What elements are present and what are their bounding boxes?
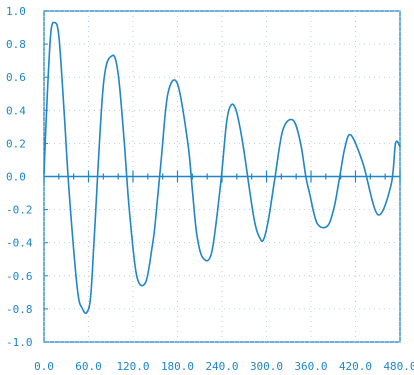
- y-tick-labels: 1.0 0.8 0.6 0.4 0.2 0.0 -0.2 -0.4 -0.6 -0.8 -1.0: [6, 5, 48, 349]
- y-tick-label: -0.2: [6, 204, 33, 217]
- y-tick-label: 0.0: [6, 171, 26, 184]
- y-tick-label: 0.6: [6, 71, 26, 84]
- x-tick-label: 420.0: [339, 360, 372, 373]
- y-tick-label: 0.4: [6, 104, 26, 117]
- y-tick-label: 0.8: [6, 38, 26, 51]
- y-tick-label: 0.2: [6, 137, 26, 150]
- y-tick-label: -0.8: [6, 303, 33, 316]
- x-tick-label: 180.0: [161, 360, 194, 373]
- x-tick-label: 480.0: [383, 360, 414, 373]
- x-tick-label: 60.0: [75, 360, 102, 373]
- y-tick-label: -0.6: [6, 270, 33, 283]
- x-tick-label: 240.0: [205, 360, 238, 373]
- y-tick-label: -0.4: [6, 237, 33, 250]
- x-tick-label: 360.0: [294, 360, 327, 373]
- x-tick-label: 300.0: [250, 360, 283, 373]
- x-tick-label: 120.0: [116, 360, 149, 373]
- x-tick-labels: 0.0 60.0 120.0 180.0 240.0 300.0 360.0 420.0 480…: [34, 360, 414, 373]
- x-tick-label: 0.0: [34, 360, 54, 373]
- y-tick-label: -1.0: [6, 336, 33, 349]
- y-tick-label: 1.0: [6, 5, 26, 18]
- series-line: [43, 21, 401, 314]
